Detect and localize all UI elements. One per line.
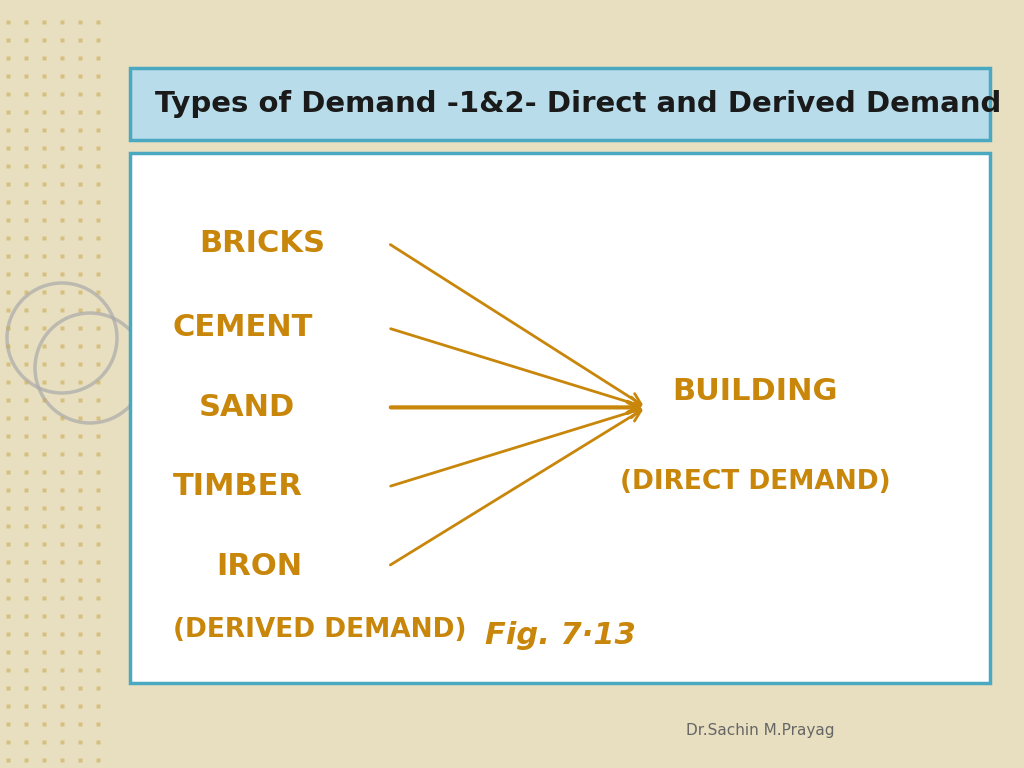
Text: (DIRECT DEMAND): (DIRECT DEMAND) — [621, 468, 891, 495]
Text: Dr.Sachin M.Prayag: Dr.Sachin M.Prayag — [686, 723, 835, 737]
Text: Fig. 7·13: Fig. 7·13 — [484, 621, 636, 650]
FancyBboxPatch shape — [130, 153, 990, 683]
Text: CEMENT: CEMENT — [173, 313, 313, 343]
Text: SAND: SAND — [199, 393, 295, 422]
Text: (DERIVED DEMAND): (DERIVED DEMAND) — [173, 617, 467, 643]
FancyBboxPatch shape — [130, 68, 990, 140]
Text: BUILDING: BUILDING — [672, 377, 838, 406]
Text: IRON: IRON — [216, 552, 302, 581]
Text: Types of Demand -1&2- Direct and Derived Demand: Types of Demand -1&2- Direct and Derived… — [155, 90, 1001, 118]
Text: BRICKS: BRICKS — [199, 229, 325, 257]
Text: TIMBER: TIMBER — [173, 472, 303, 502]
